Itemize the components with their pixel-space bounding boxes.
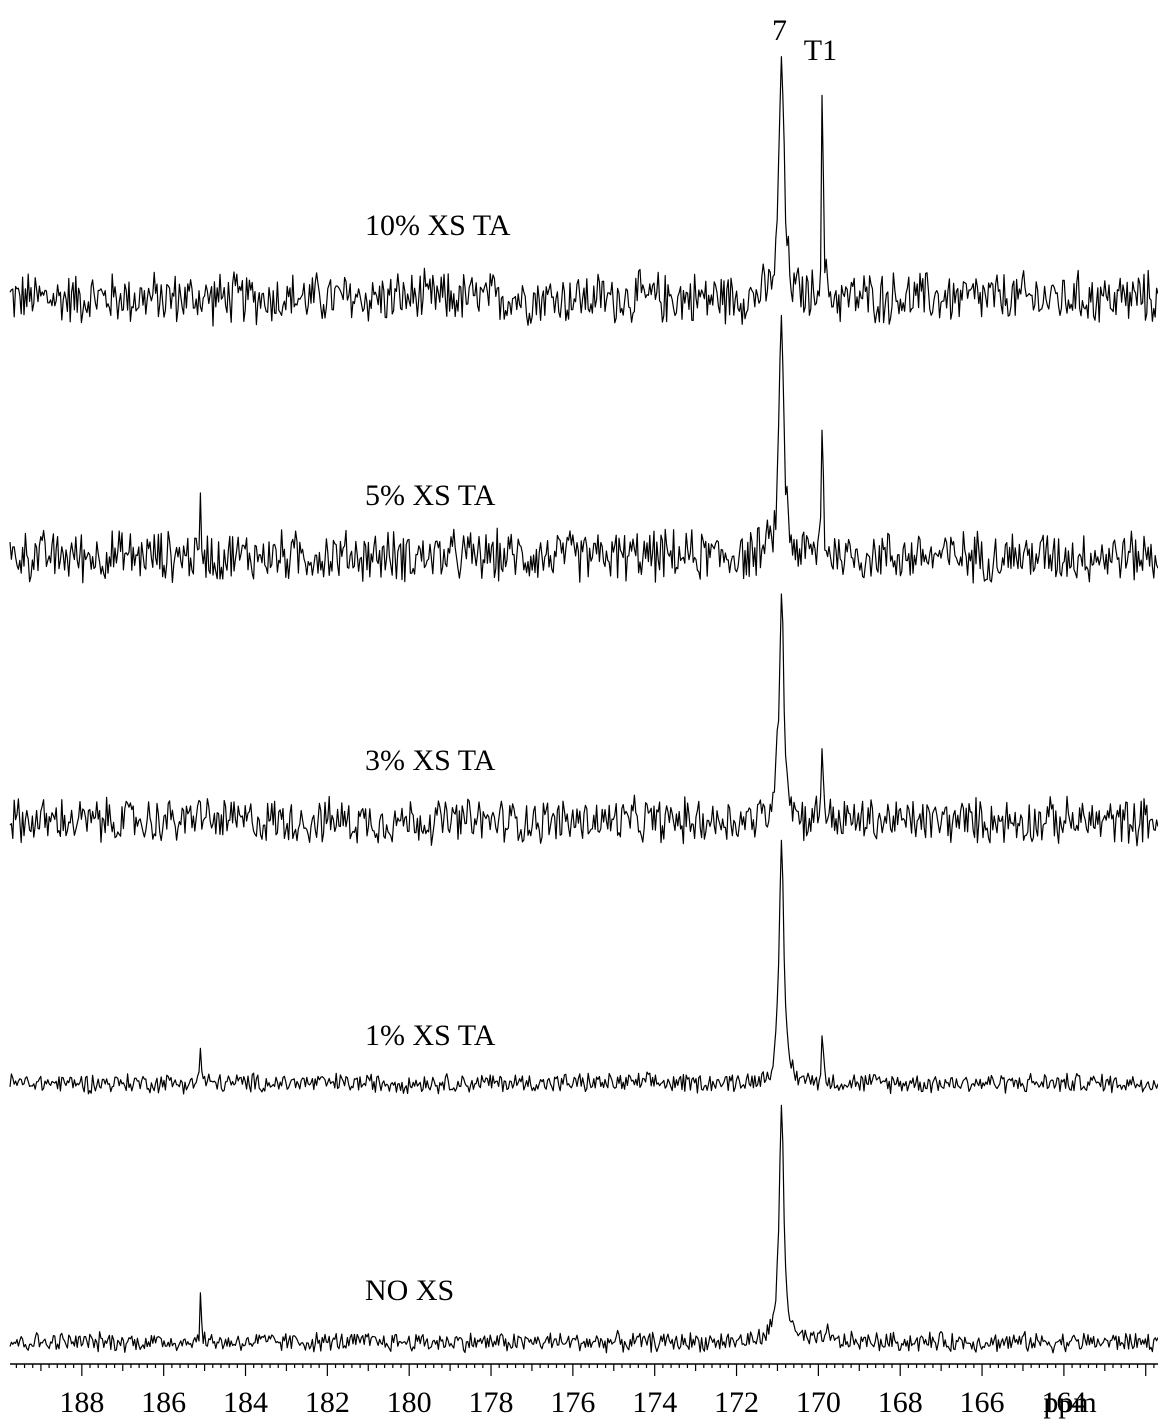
spectrum-trace: 3% XS TA [9,593,1158,847]
spectrum-line [9,593,1158,847]
x-tick-label: 174 [632,1386,677,1419]
peak-labels: 7 T1 [772,14,837,67]
spectrum-line [9,56,1158,327]
spectrum-trace: 1% XS TA [9,839,1158,1095]
series-label: 1% XS TA [365,1019,496,1052]
series-label: NO XS [365,1274,454,1307]
x-axis-label: ppm [1043,1386,1096,1419]
x-tick-label: 172 [714,1386,759,1419]
spectrum-line [9,839,1158,1095]
peak-label: T1 [804,34,837,67]
spectrum-trace: NO XS [9,1104,1158,1354]
x-tick-label: 178 [469,1386,514,1419]
spectrum-line [9,1104,1158,1354]
series-label: 5% XS TA [365,479,496,512]
x-tick-label: 164 [1041,1386,1086,1419]
x-tick-label: 170 [796,1386,841,1419]
spectrum-line [9,314,1158,584]
spectrum-trace: 5% XS TA [9,314,1158,584]
series-label: 10% XS TA [365,209,511,242]
spectra-group: 10% XS TA 5% XS TA 3% XS TA 1% XS TA NO XS [9,56,1158,1354]
x-tick-label: 166 [960,1386,1005,1419]
spectrum-trace: 10% XS TA [9,56,1158,327]
x-axis-ticks [15,1364,1155,1376]
x-axis: 188 186 184 182 180 178 176 174 172 170 168 166 164 … [10,1363,1158,1419]
x-tick-label: 176 [550,1386,595,1419]
x-axis-tick-labels: 188 186 184 182 180 178 176 174 172 170 168 166 164 [59,1386,1086,1419]
x-tick-label: 180 [387,1386,432,1419]
x-tick-label: 188 [59,1386,104,1419]
x-tick-label: 186 [141,1386,186,1419]
x-tick-label: 168 [878,1386,923,1419]
series-label: 3% XS TA [365,744,496,777]
x-tick-label: 182 [305,1386,350,1419]
x-tick-label: 184 [223,1386,268,1419]
peak-label: 7 [772,14,787,47]
